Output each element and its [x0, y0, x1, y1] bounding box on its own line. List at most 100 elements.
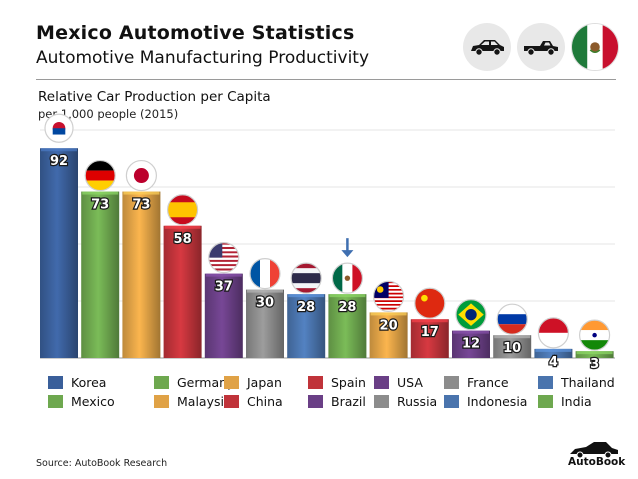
mexico-flag-icon [331, 262, 363, 294]
bar-france [246, 289, 284, 358]
legend-swatch [538, 395, 553, 408]
legend-swatch [374, 395, 389, 408]
bar-value-label: 30 [256, 296, 274, 311]
bar-top-highlight [453, 330, 489, 334]
legend-label: USA [397, 375, 423, 390]
legend-swatch [538, 376, 553, 389]
legend-item-germany: Germany [154, 375, 234, 390]
legend-swatch [48, 395, 63, 408]
bar-mexico [328, 294, 367, 358]
chart-title: Relative Car Production per Capita [38, 89, 271, 105]
spain-flag-icon [167, 194, 199, 226]
bar-value-label: 28 [338, 300, 356, 315]
china-flag-icon [414, 287, 446, 319]
bar-value-label: 92 [50, 154, 68, 169]
bar-top-highlight [494, 335, 531, 339]
legend-item-usa: USA [374, 375, 423, 390]
bar-top-highlight [205, 273, 242, 277]
bar-top-highlight [370, 312, 407, 316]
bar-value-label: 10 [503, 341, 521, 356]
bar-indonesia [534, 348, 573, 358]
bar-brazil [452, 330, 490, 358]
legend-item-china: China [224, 394, 283, 409]
legend-item-korea: Korea [48, 375, 106, 390]
legend-swatch [444, 395, 459, 408]
bar-russia [493, 335, 532, 358]
japan-flag-icon [125, 159, 157, 192]
sedan-car-icon [463, 23, 511, 71]
header-divider [36, 79, 616, 80]
bar-value-label: 73 [132, 198, 150, 213]
legend-swatch [224, 395, 239, 408]
legend-swatch [48, 376, 63, 389]
legend-item-russia: Russia [374, 394, 437, 409]
legend-item-spain: Spain [308, 375, 366, 390]
legend-label: India [561, 394, 592, 409]
legend-swatch [308, 395, 323, 408]
legend-item-france: France [444, 375, 509, 390]
legend-label: China [247, 394, 283, 409]
legend-item-mexico: Mexico [48, 394, 115, 409]
legend-label: Malaysia [177, 394, 232, 409]
legend-label: Korea [71, 375, 107, 390]
highlight-arrowhead-icon [341, 250, 354, 258]
legend-label: Brazil [331, 394, 366, 409]
bar-value-label: 3 [590, 357, 599, 372]
thailand-flag-icon [290, 262, 322, 294]
legend-label: France [467, 375, 509, 390]
india-flag-icon [578, 319, 611, 351]
legend-item-indonesia: Indonesia [444, 394, 527, 409]
bar-value-label: 17 [421, 325, 439, 340]
brazil-flag-icon [455, 299, 487, 331]
legend-swatch [444, 376, 459, 389]
legend-swatch [154, 395, 169, 408]
germany-flag-icon [84, 159, 116, 192]
chart-subtitle: per 1,000 people (2015) [38, 107, 179, 121]
legend-label: Japan [247, 375, 282, 390]
bar-top-highlight [164, 225, 201, 229]
russia-flag-icon [496, 303, 528, 335]
bar-value-label: 58 [174, 232, 192, 247]
bar-value-label: 4 [549, 355, 558, 370]
bar-korea [40, 148, 78, 358]
bar-top-highlight [82, 191, 119, 195]
bar-top-highlight [41, 148, 77, 152]
legend-label: Mexico [71, 394, 115, 409]
bar-germany [81, 191, 120, 358]
bar-top-highlight [329, 294, 366, 298]
indonesia-flag-icon [537, 317, 570, 349]
korea-flag-icon [44, 113, 74, 143]
pickup-truck-icon [517, 23, 565, 71]
autobook-logo-icon [570, 442, 618, 459]
legend-label: Spain [331, 375, 366, 390]
bar-value-label: 20 [380, 318, 398, 333]
bar-malaysia [369, 312, 408, 358]
bar-value-label: 73 [91, 198, 109, 213]
legend-item-malaysia: Malaysia [154, 394, 232, 409]
bar-top-highlight [535, 348, 572, 352]
bar-japan [122, 191, 161, 358]
bar-india [575, 351, 614, 358]
bar-value-label: 12 [462, 337, 480, 352]
source-note: Source: AutoBook Research [36, 458, 168, 469]
bar-top-highlight [411, 319, 448, 323]
bar-top-highlight [123, 191, 160, 195]
legend-item-brazil: Brazil [308, 394, 366, 409]
usa-flag-icon [208, 242, 240, 274]
bar-usa [204, 273, 243, 358]
france-flag-icon [249, 258, 281, 290]
legend-item-india: India [538, 394, 592, 409]
legend-item-thailand: Thailand [538, 375, 615, 390]
legend-item-japan: Japan [224, 375, 282, 390]
legend-label: Thailand [561, 375, 615, 390]
malaysia-flag-icon [373, 280, 405, 312]
bar-thailand [287, 294, 326, 358]
autobook-logo-text: AutoBook [568, 456, 626, 468]
legend-label: Russia [397, 394, 438, 409]
bar-spain [163, 225, 202, 358]
bar-value-label: 28 [297, 300, 315, 315]
legend-swatch [154, 376, 169, 389]
legend-swatch [308, 376, 323, 389]
bar-top-highlight [288, 294, 325, 298]
